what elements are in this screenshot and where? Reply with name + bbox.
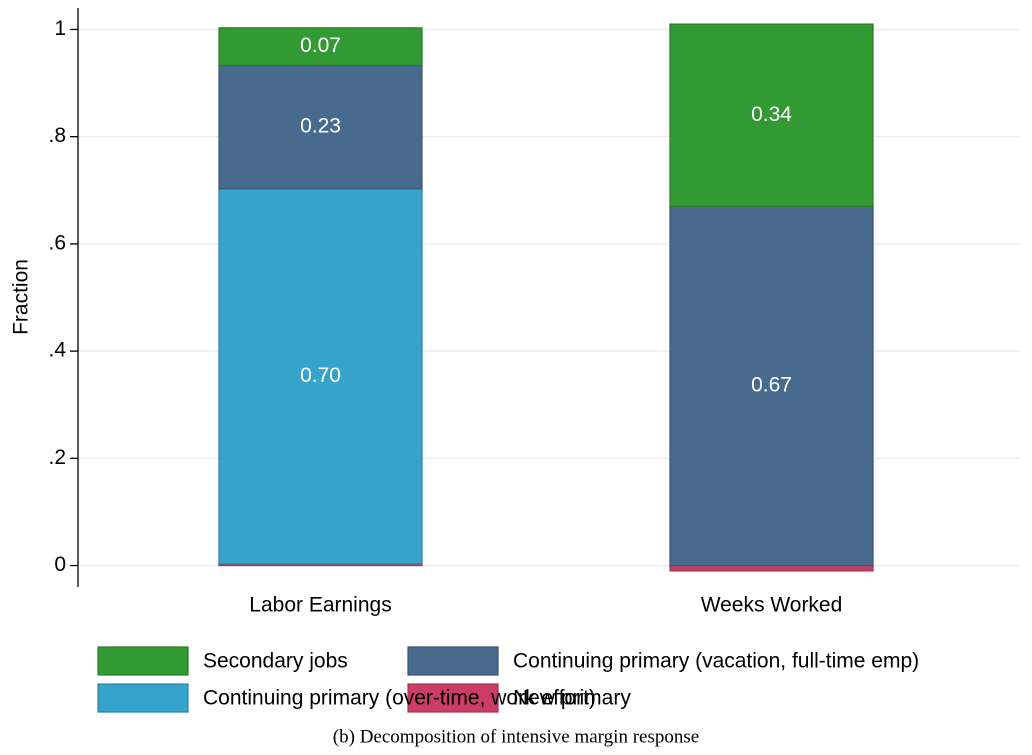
- y-tick-label: .2: [48, 446, 66, 469]
- data-label: 0.70: [300, 364, 341, 387]
- legend-label: Continuing primary (vacation, full-time …: [513, 650, 919, 673]
- legend-swatch: [407, 683, 499, 713]
- legend-label: Secondary jobs: [203, 650, 348, 673]
- legend-swatch: [407, 646, 499, 676]
- y-tick-label: .8: [48, 124, 66, 147]
- legend-label: New primary: [513, 687, 631, 710]
- y-tick-label: .4: [48, 339, 66, 362]
- data-label: 0.34: [751, 103, 792, 126]
- data-label: 0.67: [751, 374, 792, 397]
- legend-swatch: [97, 646, 189, 676]
- legend-label: Continuing primary (over-time, work effo…: [203, 687, 596, 710]
- x-tick-label: Labor Earnings: [249, 594, 391, 617]
- bar-segment: [669, 23, 874, 207]
- bar-segment: [669, 564, 874, 572]
- bar-segment: [669, 205, 874, 567]
- y-tick-label: 0: [54, 553, 66, 576]
- legend-swatch: [97, 683, 189, 713]
- data-label: 0.07: [300, 34, 341, 57]
- y-tick-label: 1: [54, 17, 66, 40]
- y-tick-label: .6: [48, 231, 66, 254]
- x-tick-label: Weeks Worked: [701, 594, 843, 617]
- y-axis-label: Fraction: [10, 259, 33, 335]
- bar-segment: [218, 188, 423, 565]
- caption: (b) Decomposition of intensive margin re…: [333, 726, 699, 747]
- bar-segment: [218, 27, 423, 66]
- data-label: 0.23: [300, 115, 341, 138]
